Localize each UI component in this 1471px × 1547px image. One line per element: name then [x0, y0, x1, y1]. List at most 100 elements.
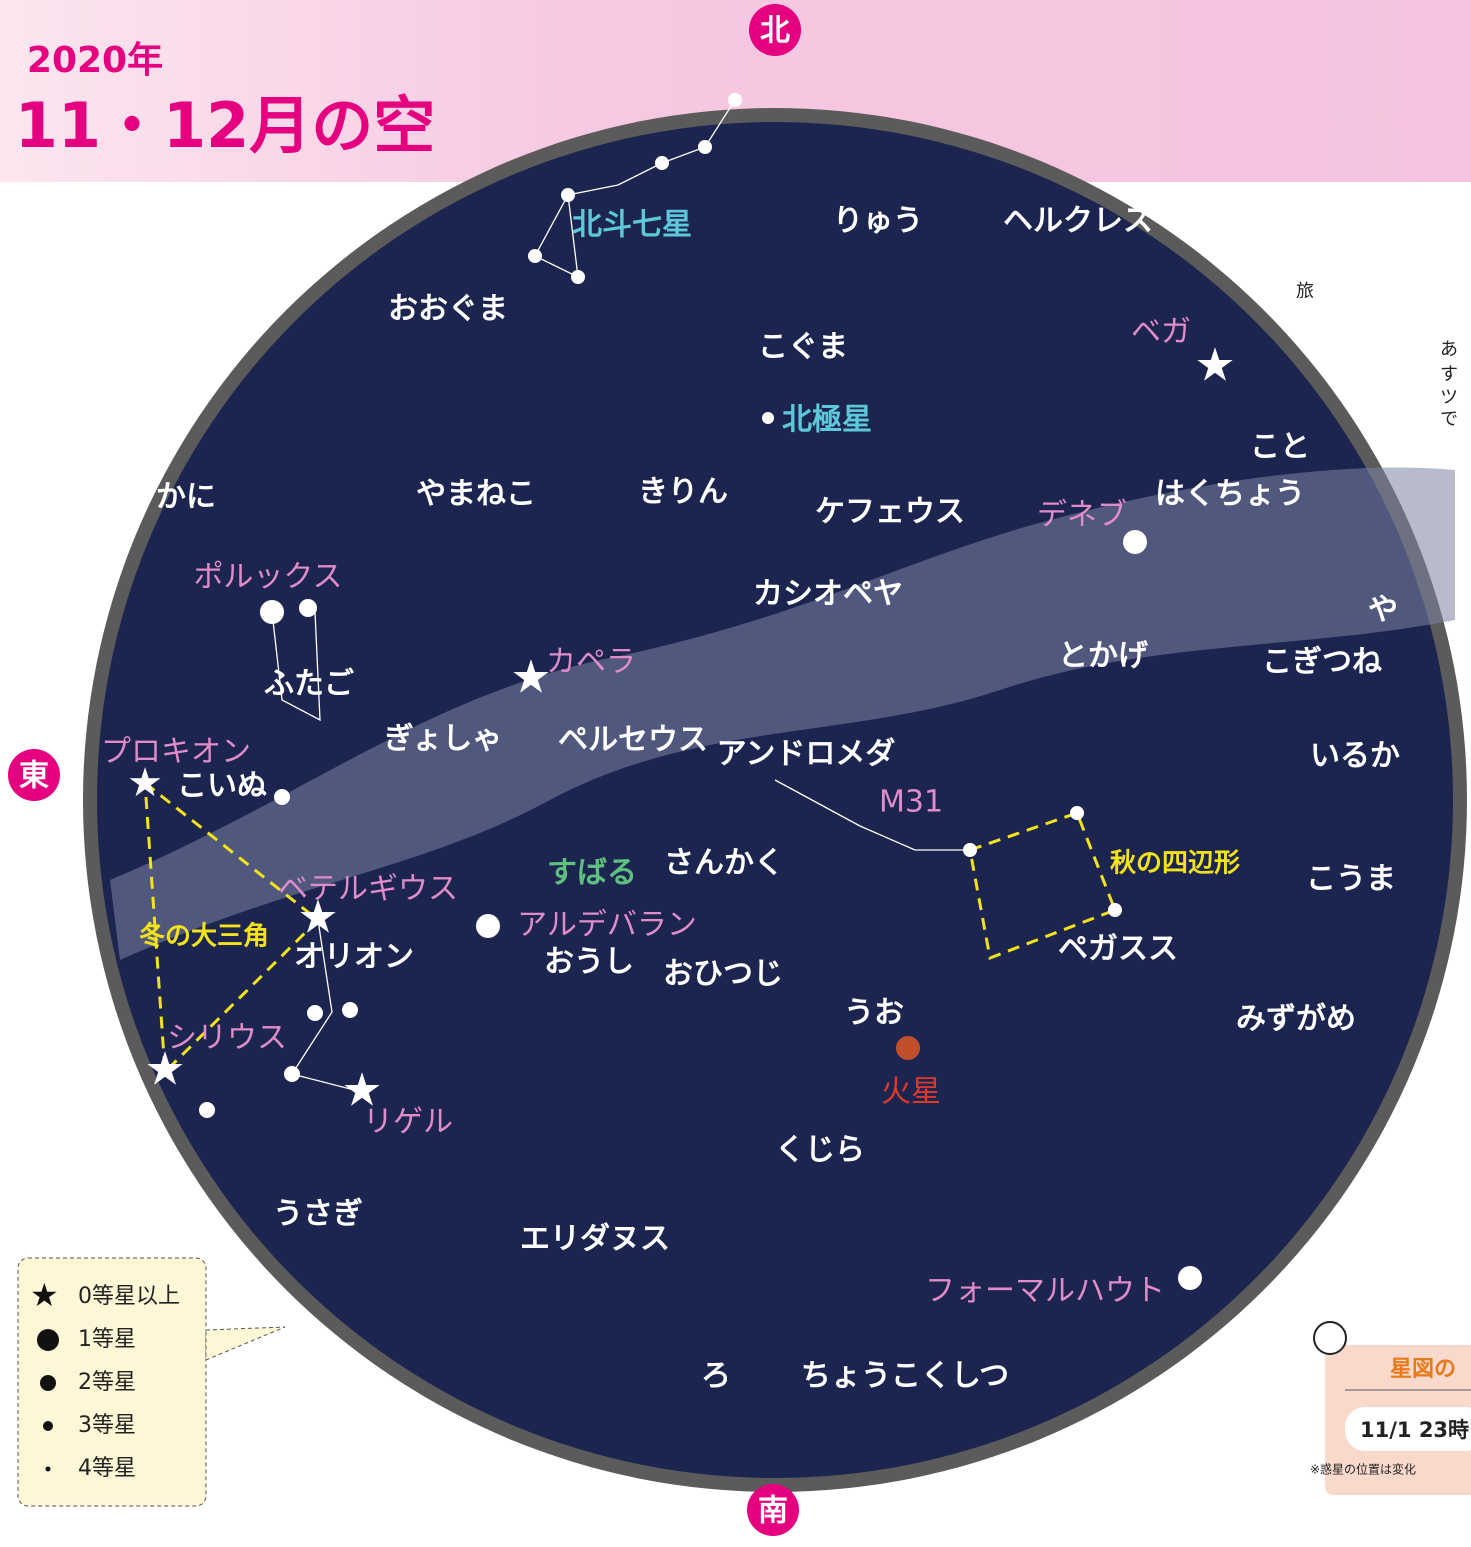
constellation-label: こうま	[1306, 862, 1396, 897]
star	[284, 1066, 300, 1082]
constellation-label: こいぬ	[177, 769, 267, 804]
legend-symbol	[37, 1329, 59, 1351]
constellation-label: ヘルクレス	[1003, 204, 1153, 239]
constellation-label: ペガスス	[1058, 932, 1178, 967]
time-note: ※惑星の位置は変化	[1310, 1462, 1416, 1477]
constellation-label: エリダヌス	[520, 1222, 670, 1257]
star	[1108, 903, 1122, 917]
constellation-label: こぐま	[758, 330, 848, 365]
constellation-label: とかげ	[1058, 639, 1149, 674]
star	[698, 140, 712, 154]
star	[762, 412, 774, 424]
mars-dot	[896, 1036, 920, 1060]
star-name: M31	[879, 785, 943, 820]
time-value: 11/1 23時	[1360, 1418, 1469, 1442]
constellation-label: みずがめ	[1236, 1002, 1356, 1037]
constellation-label: こと	[1250, 430, 1310, 465]
star	[342, 1002, 358, 1018]
star	[1123, 530, 1147, 554]
star	[1070, 806, 1084, 820]
constellation-label: ちょうこくしつ	[801, 1359, 1009, 1394]
legend-label: 2等星	[78, 1370, 136, 1395]
cluster-label: すばる	[547, 856, 637, 891]
star-name: ベガ	[1131, 315, 1191, 350]
constellation-label: ふたご	[264, 667, 354, 702]
side-text: ツ	[1440, 387, 1458, 408]
constellation-label: こぎつね	[1262, 645, 1382, 680]
star-name: フォーマルハウト	[925, 1274, 1165, 1309]
asterism-label: 北極星	[782, 403, 872, 438]
north: 北	[760, 14, 790, 49]
star-name: リゲル	[363, 1105, 453, 1140]
constellation-label: カシオペヤ	[753, 577, 903, 612]
star	[476, 914, 500, 938]
star	[963, 843, 977, 857]
legend-symbol: ★	[30, 1276, 59, 1314]
legend-pointer	[206, 1327, 285, 1360]
star-name: カペラ	[546, 645, 636, 680]
constellation-label: はくちょう	[1155, 477, 1305, 512]
year: 2020年	[27, 40, 163, 81]
legend-symbol	[43, 1421, 53, 1431]
side-text: で	[1440, 409, 1458, 430]
constellation-label: おおぐま	[388, 292, 508, 327]
star-symbol: ★	[1194, 338, 1235, 392]
constellation-label: りゅう	[833, 204, 923, 239]
star	[561, 188, 575, 202]
time-title: 星図の	[1390, 1357, 1456, 1382]
side-text: 旅	[1296, 281, 1314, 302]
star	[260, 600, 284, 624]
star-name: ベテルギウス	[278, 872, 458, 907]
south: 南	[758, 1494, 788, 1529]
star	[728, 93, 742, 107]
page: 2020年 11・12月の空 ★ ★ ★ ★ ★ ★ 北 東 南 おおぐまりゅう…	[0, 0, 1471, 1543]
constellation-label: ぎょしゃ	[384, 722, 503, 757]
constellation-label: ケフェウス	[815, 495, 965, 530]
east: 東	[19, 759, 49, 794]
legend-label: 4等星	[78, 1456, 136, 1481]
constellation-label: うさぎ	[273, 1197, 363, 1232]
constellation-label: アンドロメダ	[717, 737, 896, 772]
constellation-label: くじら	[775, 1133, 865, 1168]
star-name: アルデバラン	[517, 908, 697, 943]
star	[199, 1102, 215, 1118]
legend-symbol	[46, 1467, 51, 1472]
side-text: す	[1440, 364, 1458, 385]
star	[307, 1005, 323, 1021]
constellation-label: かに	[156, 480, 216, 515]
star-map: 2020年 11・12月の空 ★ ★ ★ ★ ★ ★ 北 東 南 おおぐまりゅう…	[0, 0, 1471, 1543]
side-text: あ	[1440, 339, 1458, 360]
star-name: プロキオン	[101, 735, 251, 770]
asterism-label: 北斗七星	[572, 208, 692, 243]
planet-label: 火星	[881, 1075, 941, 1110]
constellation-label: きりん	[638, 475, 728, 510]
legend-symbol	[40, 1375, 56, 1391]
constellation-label: ろ	[701, 1359, 731, 1394]
star	[299, 599, 317, 617]
constellation-label: や	[1368, 593, 1398, 628]
legend-label: 0等星以上	[78, 1284, 180, 1309]
constellation-label: さんかく	[664, 846, 784, 881]
constellation-label: おうし	[544, 945, 634, 980]
time-panel: 星図の 11/1 23時 ※惑星の位置は変化	[1310, 1322, 1471, 1495]
constellation-label: いるか	[1310, 739, 1400, 774]
legend-label: 1等星	[78, 1327, 136, 1352]
star-name: ポルックス	[193, 560, 342, 595]
star	[655, 156, 669, 170]
clock-icon	[1314, 1322, 1346, 1354]
asterism-label: 冬の大三角	[139, 921, 269, 952]
star	[1178, 1266, 1202, 1290]
constellation-label: オリオン	[294, 940, 414, 975]
constellation-label: やまねこ	[416, 477, 536, 512]
star-name: デネブ	[1037, 498, 1127, 533]
star-name: シリウス	[167, 1021, 287, 1056]
constellation-label: ペルセウス	[558, 723, 708, 758]
star	[274, 789, 290, 805]
constellation-label: うお	[844, 996, 904, 1031]
title: 11・12月の空	[15, 89, 436, 162]
star	[528, 249, 542, 263]
constellation-label: おひつじ	[663, 957, 783, 992]
asterism-label: 秋の四辺形	[1110, 849, 1240, 879]
star	[571, 270, 585, 284]
